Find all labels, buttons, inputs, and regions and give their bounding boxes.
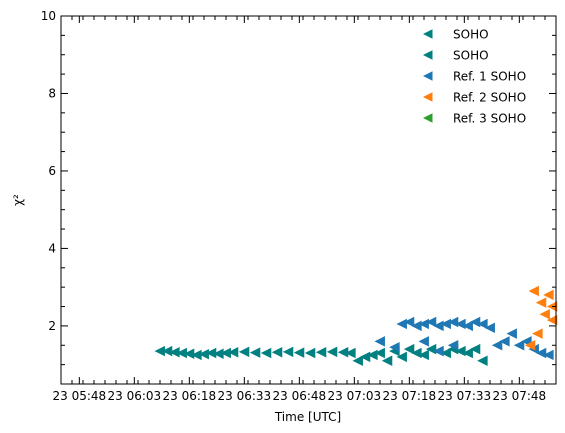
data-point xyxy=(499,336,510,347)
data-point xyxy=(455,345,466,357)
legend-label: Ref. 3 SOHO xyxy=(453,112,526,126)
data-point xyxy=(183,348,195,360)
data-point xyxy=(477,318,488,330)
data-point xyxy=(484,322,495,334)
data-point xyxy=(543,349,554,361)
data-point xyxy=(176,347,187,359)
data-point xyxy=(535,347,547,359)
y-tick-label: 4 xyxy=(48,241,56,255)
data-point xyxy=(506,328,517,339)
data-point xyxy=(337,347,349,358)
data-point xyxy=(447,316,459,328)
data-point xyxy=(455,318,466,330)
data-point xyxy=(282,346,294,358)
data-point xyxy=(161,345,173,357)
data-point xyxy=(213,348,224,360)
data-point xyxy=(238,346,250,358)
data-point xyxy=(543,289,554,301)
y-tick-label: 2 xyxy=(48,319,56,333)
data-point xyxy=(433,320,444,332)
legend-marker xyxy=(423,29,433,39)
data-point xyxy=(304,347,316,359)
data-point xyxy=(403,343,415,355)
x-tick-label: 23 07:03 xyxy=(327,389,381,403)
data-point xyxy=(227,347,239,358)
data-point xyxy=(539,309,550,320)
data-point xyxy=(477,355,488,366)
x-tick-label: 23 05:48 xyxy=(52,389,106,403)
x-tick-label: 23 07:48 xyxy=(492,389,546,403)
data-point xyxy=(469,316,481,328)
data-point xyxy=(418,336,429,347)
data-point xyxy=(469,343,481,355)
x-tick-label: 23 06:33 xyxy=(217,389,271,403)
data-point xyxy=(249,347,261,358)
data-point xyxy=(154,345,165,357)
data-point xyxy=(462,347,473,359)
legend-marker xyxy=(423,92,433,102)
data-point xyxy=(220,347,231,359)
data-point xyxy=(546,314,558,326)
data-point xyxy=(440,318,451,330)
legend-label: SOHO xyxy=(453,28,489,42)
data-point xyxy=(367,349,378,361)
y-tick-label: 8 xyxy=(48,86,56,100)
x-tick-label: 23 07:33 xyxy=(437,389,491,403)
data-point xyxy=(440,347,451,359)
legend-label: Ref. 2 SOHO xyxy=(453,91,526,105)
data-point xyxy=(389,341,400,353)
legend-label: Ref. 1 SOHO xyxy=(453,70,526,84)
x-tick-label: 23 06:48 xyxy=(272,389,326,403)
data-point xyxy=(381,355,393,366)
data-point xyxy=(326,346,338,358)
legend-marker xyxy=(423,113,433,123)
data-point xyxy=(315,347,327,358)
data-point xyxy=(374,347,385,359)
y-tick-label: 6 xyxy=(48,164,56,178)
data-point xyxy=(205,347,217,359)
data-point xyxy=(535,297,547,308)
data-point xyxy=(411,347,422,359)
data-point xyxy=(396,318,407,330)
data-point xyxy=(293,347,305,358)
data-point xyxy=(260,347,272,359)
x-tick-label: 23 06:18 xyxy=(162,389,216,403)
data-point xyxy=(528,285,539,297)
data-point xyxy=(433,345,444,357)
data-point xyxy=(447,340,459,351)
data-point xyxy=(359,351,371,363)
legend-marker xyxy=(423,71,433,81)
legend: SOHO SOHO Ref. 1 SOHO Ref. 2 SOHO Ref. 3 SOH… xyxy=(423,28,526,126)
data-point xyxy=(425,316,437,328)
data-point xyxy=(513,340,525,351)
data-point xyxy=(191,349,202,361)
data-point xyxy=(425,343,437,355)
data-point xyxy=(271,347,283,358)
data-point xyxy=(524,340,536,351)
x-tick-label: 23 07:18 xyxy=(382,389,436,403)
x-axis-title: Time [UTC] xyxy=(274,410,341,424)
data-point xyxy=(198,348,209,360)
data-point xyxy=(418,349,429,361)
data-point xyxy=(352,355,363,366)
data-point xyxy=(418,318,429,330)
data-point xyxy=(403,316,415,328)
x-tick-label: 23 06:03 xyxy=(107,389,161,403)
data-point xyxy=(532,328,543,339)
legend-label: SOHO xyxy=(453,49,489,63)
plot-frame xyxy=(60,15,557,385)
data-point xyxy=(374,336,385,347)
y-tick-label: 10 xyxy=(41,9,56,23)
data-point xyxy=(169,347,180,358)
data-point xyxy=(491,340,503,351)
data-point xyxy=(345,347,356,359)
data-point xyxy=(462,320,473,332)
data-points xyxy=(154,285,558,366)
data-point xyxy=(396,351,407,363)
legend-marker xyxy=(423,50,433,60)
y-axis-title: χ² xyxy=(11,194,25,206)
data-point xyxy=(411,320,422,332)
